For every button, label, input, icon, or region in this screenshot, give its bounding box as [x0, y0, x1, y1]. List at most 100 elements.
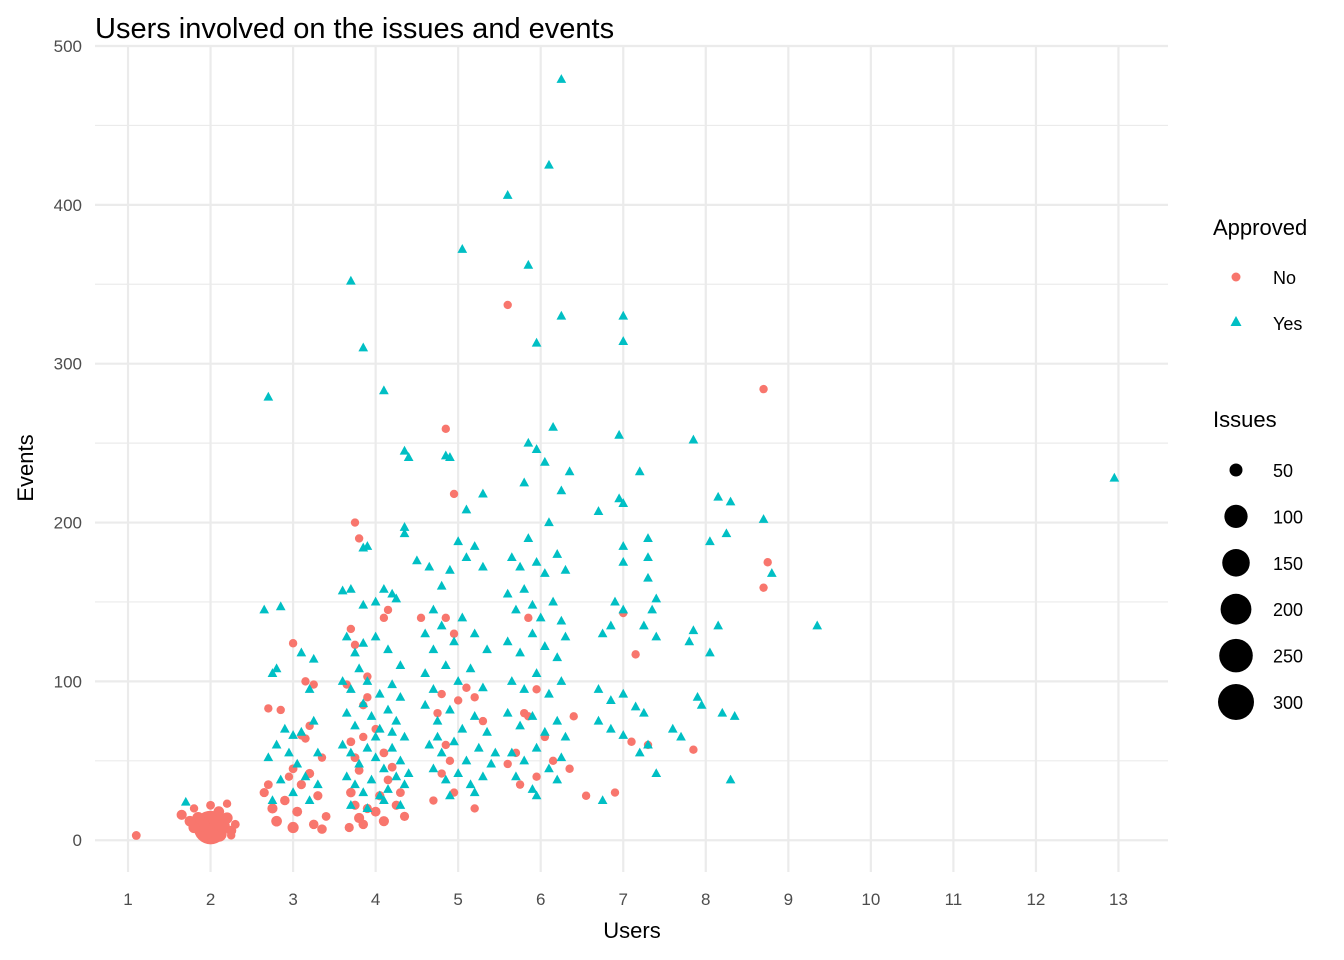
point-yes: [618, 604, 629, 614]
point-yes: [420, 699, 431, 709]
x-tick-label: 13: [1109, 890, 1128, 909]
point-yes: [705, 647, 715, 657]
point-no: [346, 737, 356, 747]
point-no: [363, 693, 372, 702]
point-yes: [284, 747, 294, 757]
x-tick-label: 1: [123, 890, 132, 909]
point-yes: [618, 336, 629, 345]
point-no: [441, 740, 450, 750]
point-no: [445, 756, 455, 766]
point-yes: [523, 259, 534, 269]
point-yes: [527, 784, 538, 793]
point-yes: [478, 771, 488, 781]
point-yes: [478, 561, 488, 571]
point-no: [189, 804, 199, 813]
point-yes: [696, 699, 707, 709]
point-yes: [535, 612, 546, 622]
point-yes: [453, 676, 464, 685]
point-no: [284, 772, 294, 781]
point-no: [441, 424, 450, 434]
size-legend-label: 300: [1273, 693, 1303, 713]
major-gridlines: [95, 44, 1168, 872]
point-yes: [432, 715, 443, 725]
point-no: [222, 799, 232, 808]
point-yes: [436, 620, 447, 630]
point-yes: [341, 771, 352, 781]
point-yes: [766, 568, 777, 577]
point-yes: [271, 739, 282, 749]
point-yes: [614, 429, 624, 439]
y-axis-title: Events: [13, 434, 38, 501]
point-yes: [387, 726, 397, 736]
point-no: [301, 734, 310, 743]
point-yes: [647, 604, 657, 614]
size-legend-label: 250: [1273, 647, 1303, 667]
size-legend-label: 50: [1273, 461, 1293, 481]
point-yes: [379, 385, 389, 395]
point-yes: [618, 541, 629, 550]
point-no: [221, 812, 233, 824]
point-no: [370, 806, 381, 817]
point-yes: [457, 612, 468, 622]
point-no: [354, 534, 364, 543]
legend-title-approved: Approved: [1213, 215, 1307, 240]
point-yes: [428, 684, 439, 693]
point-yes: [478, 682, 488, 692]
point-yes: [667, 723, 678, 733]
y-tick-label: 500: [54, 37, 82, 56]
y-tick-label: 200: [54, 514, 82, 533]
point-no: [308, 819, 319, 830]
point-yes: [304, 684, 315, 693]
point-yes: [358, 637, 369, 647]
point-yes: [729, 711, 740, 720]
point-yes: [366, 711, 377, 720]
point-no: [383, 775, 393, 785]
point-yes: [424, 739, 435, 749]
point-yes: [473, 742, 484, 752]
point-yes: [502, 636, 513, 646]
point-no: [280, 795, 290, 806]
x-tick-label: 7: [619, 890, 628, 909]
point-no: [387, 762, 397, 772]
point-yes: [593, 506, 604, 515]
point-yes: [263, 391, 274, 401]
point-yes: [275, 774, 286, 784]
point-yes: [296, 647, 307, 657]
point-yes: [515, 647, 525, 657]
point-no: [437, 769, 446, 778]
point-yes: [478, 488, 488, 498]
point-yes: [391, 715, 402, 725]
point-yes: [370, 631, 381, 641]
point-no: [230, 819, 240, 829]
point-no: [532, 772, 541, 781]
point-yes: [424, 561, 435, 571]
point-yes: [634, 747, 645, 757]
point-yes: [449, 736, 459, 746]
point-no: [184, 815, 196, 827]
point-yes: [350, 779, 360, 789]
x-tick-label: 5: [453, 890, 462, 909]
size-legend-key: [1219, 638, 1253, 673]
point-no: [548, 756, 558, 766]
point-yes: [515, 720, 525, 730]
point-yes: [337, 585, 348, 595]
point-yes: [457, 723, 468, 733]
point-yes: [308, 715, 319, 725]
point-yes: [370, 596, 381, 606]
point-yes: [544, 517, 554, 527]
point-no: [296, 780, 306, 790]
point-yes: [440, 774, 451, 784]
point-yes: [556, 752, 567, 762]
point-yes: [639, 707, 649, 717]
point-yes: [651, 593, 662, 603]
point-yes: [379, 795, 389, 805]
point-yes: [346, 583, 356, 593]
point-no: [524, 613, 533, 623]
point-yes: [300, 771, 311, 781]
point-yes: [597, 795, 608, 805]
point-yes: [379, 763, 389, 773]
point-yes: [531, 790, 542, 800]
point-no: [627, 737, 636, 746]
point-yes: [539, 568, 550, 577]
point-no: [581, 791, 591, 800]
